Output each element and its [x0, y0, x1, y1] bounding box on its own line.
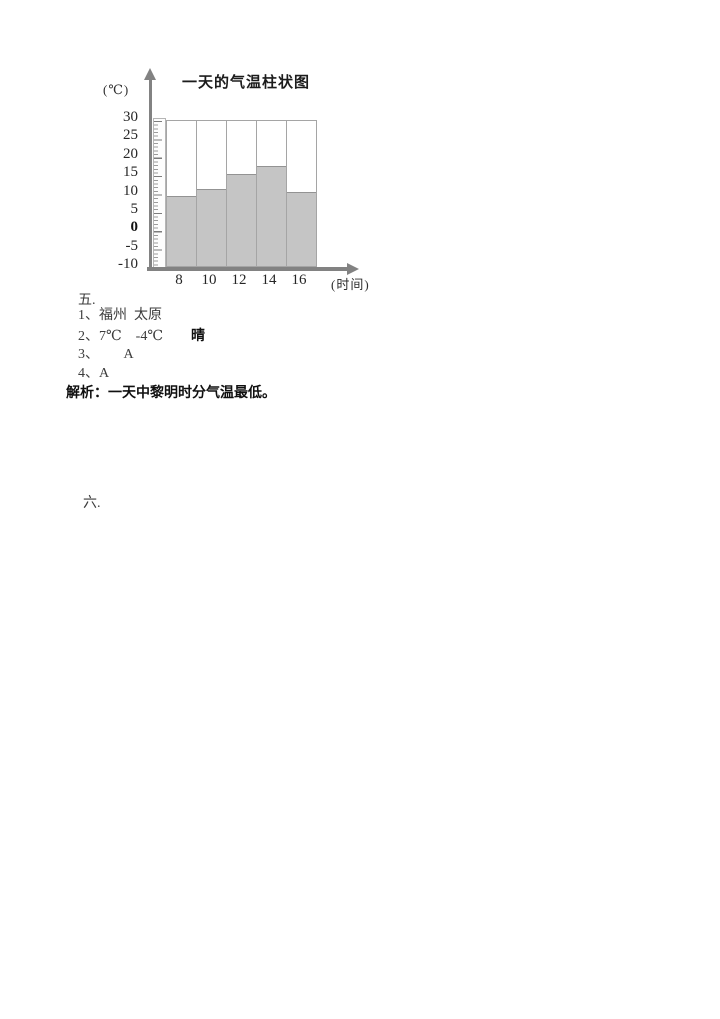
answer-text: 3、 A	[78, 347, 134, 362]
y-tick-label: 5	[130, 200, 139, 217]
bar-fill	[167, 195, 196, 266]
bar-fill	[227, 173, 256, 266]
bar-fill	[197, 188, 226, 266]
y-tick-label: 30	[123, 109, 138, 125]
bar-column	[256, 120, 287, 267]
y-tick-label: -10	[118, 256, 138, 272]
chart-title: 一天的气温柱状图	[181, 74, 310, 91]
answer-line: 3、 A	[78, 346, 276, 365]
y-tick-label: 25	[123, 127, 138, 144]
x-axis-unit-label: (时间)	[331, 277, 370, 292]
section-six-label: 六.	[83, 496, 101, 511]
answer-line: 1、福州 太原	[78, 307, 276, 326]
answer-line: 4、A	[78, 365, 276, 384]
answer-text: 4、A	[78, 365, 110, 381]
answer-lines: 1、福州 太原 2、7℃ -4℃ 晴 3、 A 4、A 解析：一天中黎明时分气温最低。	[66, 307, 276, 402]
answer-text: 2、7℃ -4℃	[78, 328, 191, 344]
y-tick-label: 20	[123, 145, 138, 162]
x-tick-label: 14	[261, 272, 277, 288]
bar-column	[166, 120, 197, 267]
y-axis-arrow-icon	[144, 68, 156, 80]
bar-column	[226, 120, 257, 267]
bar-column	[196, 120, 227, 267]
y-axis-tick-labels: 30 25 20 15 10 5 0 -5 -10	[100, 0, 138, 300]
bar-column	[286, 120, 317, 267]
bars-group	[166, 120, 317, 267]
y-tick-label: 0	[130, 219, 139, 236]
x-axis-arrow-icon	[347, 263, 359, 275]
answer-bold-text: 解析：一天中黎明时分气温最低。	[66, 384, 276, 400]
x-axis-tick-labels: 8 10 12 14 16	[164, 272, 314, 289]
bar-fill	[257, 166, 286, 266]
x-tick-label: 12	[231, 272, 247, 288]
x-tick-label: 16	[291, 272, 307, 288]
analysis-line: 解析：一天中黎明时分气温最低。	[66, 383, 276, 402]
answer-bold-text: 晴	[190, 326, 205, 343]
y-tick-label: 15	[123, 164, 138, 181]
y-axis-unit-label: (℃)	[103, 82, 130, 97]
x-axis-line	[147, 267, 348, 271]
thermometer-ruler	[153, 118, 166, 270]
answer-text: 1、福州 太原	[78, 308, 162, 323]
y-axis-line	[149, 78, 152, 271]
x-tick-label: 10	[201, 272, 217, 288]
section-five-label: 五.	[78, 293, 96, 308]
x-tick-label: 8	[175, 272, 183, 288]
answer-line: 2、7℃ -4℃ 晴	[78, 326, 276, 347]
bar-fill	[287, 192, 316, 266]
y-tick-label: -5	[125, 237, 139, 254]
y-tick-label: 10	[123, 182, 138, 199]
